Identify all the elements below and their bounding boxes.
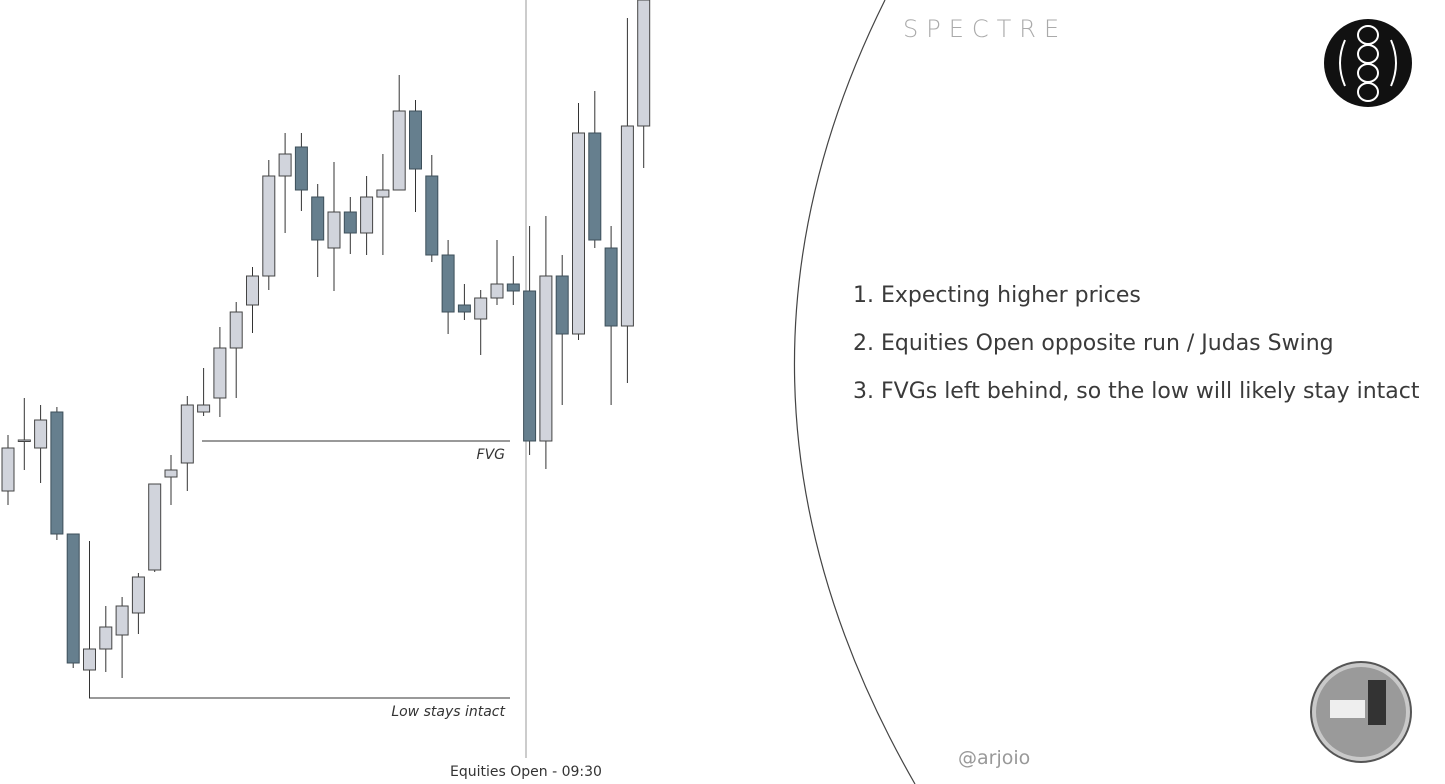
candle-body [99, 626, 113, 650]
brand: SPECTRE [903, 15, 1067, 43]
candle-body [83, 648, 96, 671]
point: 1. Expecting higher prices [853, 283, 1141, 308]
candle-body [506, 283, 520, 292]
candle-body [131, 576, 145, 614]
point: 3. FVGs left behind, so the low will lik… [853, 379, 1420, 404]
candle-body [327, 211, 341, 249]
candle-body [311, 196, 325, 241]
avatar-person [1368, 680, 1386, 725]
candle-body [588, 132, 602, 241]
candle-body [262, 175, 276, 277]
candle-body [180, 404, 194, 464]
candle-body [360, 196, 374, 234]
candle-body [66, 533, 80, 664]
point: 2. Equities Open opposite run / Judas Sw… [853, 331, 1334, 356]
candle-body [197, 404, 211, 413]
candle-body [555, 275, 569, 335]
candle-body [425, 175, 439, 256]
candle-body [409, 110, 422, 170]
candle-body [343, 211, 357, 234]
candle-body [474, 297, 488, 320]
candle-body [1, 447, 15, 492]
candle-body [523, 290, 537, 442]
level-label: Low stays intact [391, 704, 505, 720]
candle-body [246, 275, 259, 306]
candle-body [457, 304, 471, 313]
candle-body [34, 419, 48, 449]
candle-body [604, 247, 618, 327]
level-label: FVG [477, 447, 506, 463]
candle-body [148, 483, 162, 571]
candle-body [572, 132, 585, 335]
candle-body [115, 605, 129, 636]
logo-pattern [1339, 25, 1397, 102]
avatar-table [1330, 700, 1365, 718]
candle-body [620, 125, 634, 327]
candle-body [213, 347, 227, 399]
candle-body [17, 439, 31, 442]
candle-body [294, 146, 308, 191]
candle-body [539, 275, 553, 442]
candle-body [490, 283, 504, 299]
divider-arc [793, 0, 916, 784]
candle-body [441, 254, 455, 313]
candle-body [278, 153, 292, 177]
candle-body [229, 311, 243, 349]
candle-body [164, 469, 178, 478]
candle-body [637, 0, 651, 127]
candle-body [50, 411, 64, 535]
session-label: Equities Open - 09:30 [450, 764, 602, 780]
candle-body [392, 110, 406, 191]
candle-body [376, 189, 390, 198]
handle: @arjoio [958, 747, 1030, 769]
